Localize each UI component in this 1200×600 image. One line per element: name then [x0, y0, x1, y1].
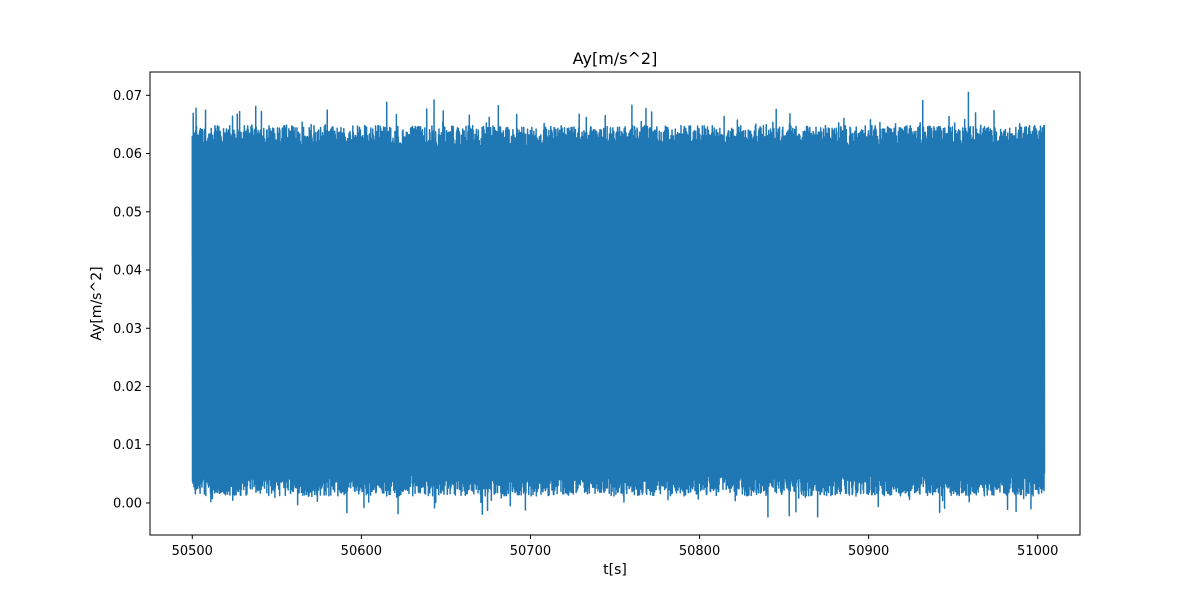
y-axis: 0.00 0.01 0.02 0.03 0.04 0.05 0.06 0.07	[113, 89, 150, 511]
x-tick-label: 50500	[172, 544, 213, 559]
y-tick-label: 0.00	[113, 496, 142, 511]
x-axis-title: t[s]	[603, 562, 627, 578]
x-tick-label: 50600	[341, 544, 382, 559]
x-axis: 50500 50600 50700 50800 50900 51000	[172, 535, 1058, 559]
x-tick-label: 50800	[679, 544, 720, 559]
y-tick-label: 0.02	[113, 380, 142, 395]
y-tick-label: 0.05	[113, 205, 142, 220]
y-tick-label: 0.04	[113, 264, 142, 279]
x-tick-label: 50900	[848, 544, 889, 559]
y-tick-label: 0.06	[113, 147, 142, 162]
y-tick-label: 0.03	[113, 322, 142, 337]
chart-title: Ay[m/s^2]	[573, 49, 658, 68]
series-line	[191, 91, 1046, 518]
plot-area	[191, 91, 1046, 518]
y-tick-label: 0.01	[113, 438, 142, 453]
axes-frame	[149, 71, 1081, 536]
y-axis-title: Ay[m/s^2]	[89, 266, 105, 340]
x-tick-label: 50700	[510, 544, 551, 559]
y-tick-label: 0.07	[113, 89, 142, 104]
x-tick-label: 51000	[1017, 544, 1058, 559]
